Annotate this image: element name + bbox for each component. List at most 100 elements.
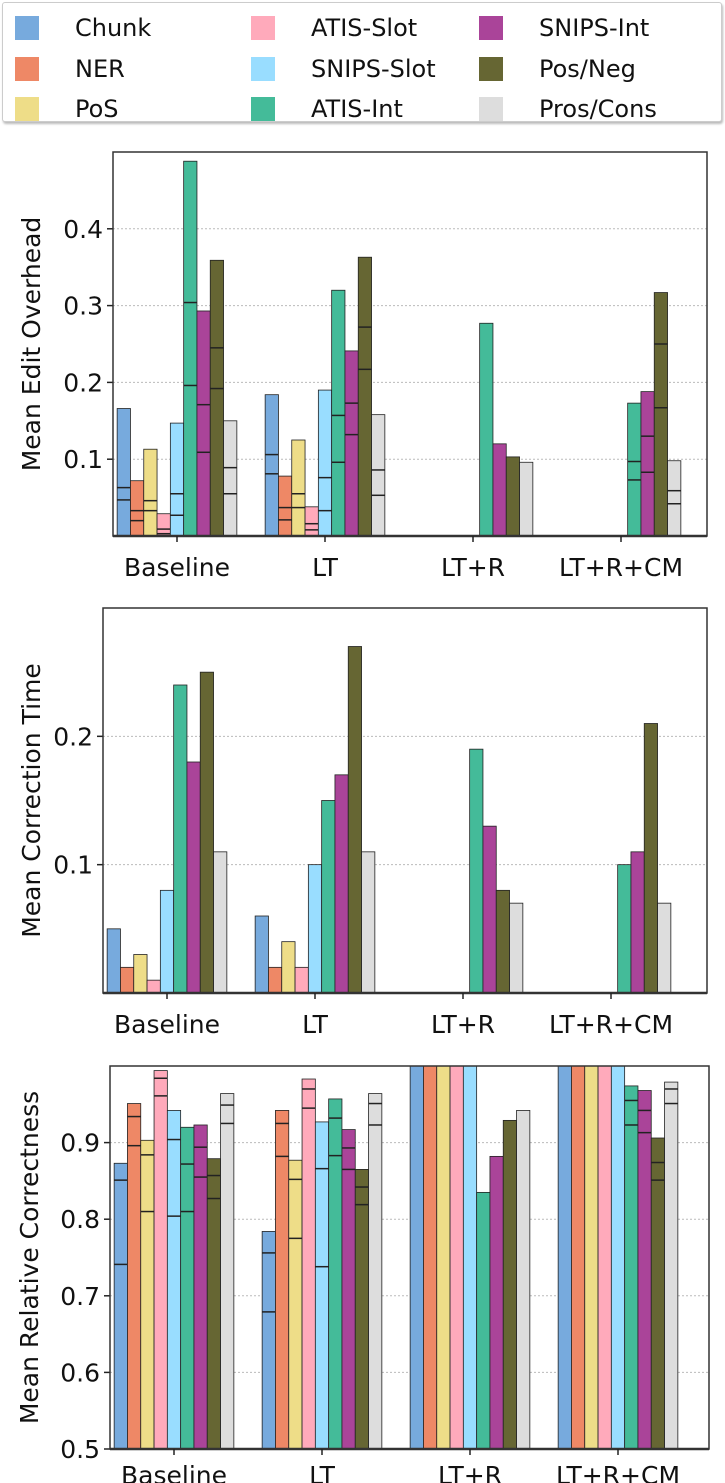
legend-label: SNIPS-Int (539, 14, 650, 42)
bar (492, 443, 507, 537)
bar (489, 1155, 504, 1450)
bar (199, 671, 214, 994)
bar (584, 1065, 599, 1450)
bar (495, 889, 510, 994)
y-tick-label: 0.2 (53, 722, 93, 751)
legend-item: Chunk (15, 11, 151, 45)
legend-label: Pros/Cons (539, 95, 657, 123)
bar (213, 851, 228, 994)
y-tick-label: 0.1 (63, 445, 103, 474)
bar (304, 506, 319, 537)
bar (143, 448, 158, 537)
bar (449, 1065, 464, 1450)
bar (321, 800, 336, 994)
bar (347, 646, 362, 994)
bar (278, 475, 293, 537)
bar (469, 748, 484, 994)
bar (193, 1124, 208, 1450)
correction-time-chart: 0.1 0.2 Baseline LT LT+R LT+R+CM Mean Correcti… (17, 607, 708, 1039)
bar (328, 1098, 343, 1450)
bar (643, 723, 658, 994)
legend-swatch (251, 16, 275, 40)
legend-label: Pos/Neg (539, 55, 636, 83)
y-axis-label: Mean Edit Overhead (17, 217, 46, 472)
bar (180, 1126, 195, 1450)
legend-item: SNIPS-Slot (251, 52, 436, 86)
relative-correctness-chart: 0.5 0.6 0.7 0.8 0.9 Baseline LT LT+R LT+R+CM Mean… (15, 1065, 710, 1483)
bar (630, 851, 645, 994)
bar (173, 684, 188, 994)
legend-item: ATIS-Int (251, 92, 403, 126)
bar (153, 1070, 168, 1450)
bar (627, 402, 642, 537)
bar (301, 1078, 316, 1450)
bar (106, 928, 121, 994)
bar (220, 1093, 235, 1450)
legend-label: ATIS-Slot (311, 14, 418, 42)
bar (159, 889, 175, 994)
legend-item: SNIPS-Int (479, 11, 649, 45)
bar (261, 1231, 276, 1450)
legend-item: ATIS-Slot (251, 11, 417, 45)
bar (281, 941, 296, 994)
bar (502, 1119, 517, 1450)
x-tick-label: LT+R+CM (549, 1010, 673, 1039)
y-tick-label: 0.9 (60, 1129, 100, 1158)
y-tick-label: 0.1 (53, 851, 93, 880)
edit-overhead-chart: 0.1 0.2 0.3 0.4 Baseline LT LT+R LT+R+CM Mean Ed… (17, 151, 708, 582)
x-tick-label: Baseline (124, 553, 230, 582)
bar (509, 902, 524, 994)
legend-swatch (479, 97, 503, 121)
bar (209, 259, 224, 537)
bar (183, 160, 198, 537)
bar (206, 1158, 221, 1450)
legend-label: NER (75, 55, 125, 83)
y-tick-label: 0.6 (60, 1358, 100, 1387)
bar (127, 1103, 142, 1450)
y-tick-label: 0.5 (60, 1435, 100, 1464)
bar (120, 966, 135, 994)
bar (667, 460, 682, 537)
bar (462, 1065, 478, 1450)
bar (140, 1139, 155, 1450)
legend-item: Pros/Cons (479, 92, 657, 126)
bar (423, 1065, 438, 1450)
legend-swatch (15, 57, 39, 81)
bar (409, 1065, 424, 1450)
bar (223, 420, 238, 537)
y-tick-label: 0.8 (60, 1205, 100, 1234)
x-tick-label: LT (302, 1010, 328, 1039)
x-tick-label: LT+R (438, 1461, 502, 1483)
bar (294, 966, 309, 994)
x-tick-label: LT (309, 1461, 335, 1483)
bar (156, 513, 171, 537)
bar (334, 774, 349, 994)
bar (307, 864, 323, 994)
legend-swatch (15, 16, 39, 40)
bar (169, 422, 185, 537)
bar (653, 292, 668, 537)
y-tick-label: 0.2 (63, 368, 103, 397)
y-tick-label: 0.7 (60, 1282, 100, 1311)
bar (354, 1169, 369, 1450)
x-tick-label: Baseline (114, 1010, 220, 1039)
bar (436, 1065, 451, 1450)
bar (268, 966, 283, 994)
legend: Chunk NER PoS ATIS-Slot SNIPS-Slot ATIS-Int SN… (2, 2, 722, 123)
legend-swatch (479, 16, 503, 40)
bar (519, 461, 534, 537)
y-tick-label: 0.3 (63, 292, 103, 321)
bar (254, 915, 269, 994)
legend-item: NER (15, 52, 125, 86)
bar (116, 408, 131, 537)
legend-label: SNIPS-Slot (311, 55, 436, 83)
y-tick-label: 0.4 (63, 215, 103, 244)
legend-swatch (251, 57, 275, 81)
bar (505, 456, 520, 537)
bar (557, 1065, 572, 1450)
bar (650, 1137, 665, 1450)
y-axis-label: Mean Relative Correctness (15, 1091, 44, 1424)
bar (361, 851, 376, 994)
bar (640, 391, 655, 537)
y-axis-label: Mean Correction Time (17, 663, 46, 938)
